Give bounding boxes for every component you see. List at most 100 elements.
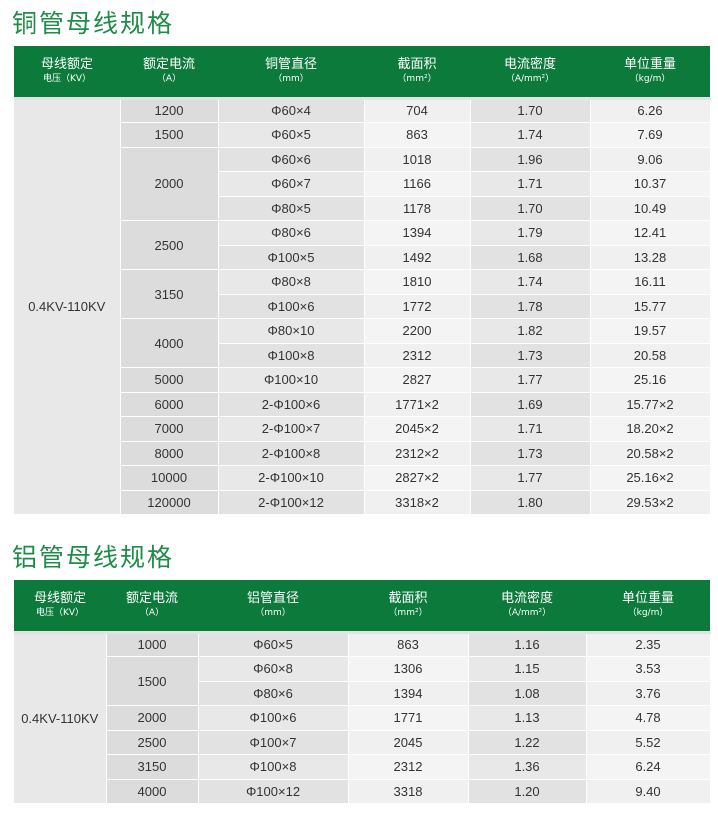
area-cell: 2045×2 [364, 416, 471, 442]
table-row: Φ80×6 1394 1.08 3.76 [14, 681, 711, 706]
area-cell: 704 [364, 98, 471, 123]
current-cell: 2000 [106, 705, 199, 731]
aluminum-spec-table: 母线额定 电压（KV） 额定电流 （A） 铝管直径 （mm） 截面积 （mm²） 电流密度 （A/… [14, 580, 711, 804]
density-cell: 1.74 [470, 269, 591, 295]
aluminum-table-body: 0.4KV-110KV 1000 Φ60×5 863 1.16 2.35 1500 Φ60×8… [14, 632, 711, 804]
table-row: 5000 Φ100×10 2827 1.77 25.16 [14, 367, 711, 393]
density-cell: 1.22 [468, 730, 587, 755]
current-cell: 4000 [106, 779, 199, 804]
current-cell: 2500 [106, 730, 199, 755]
header-label: 母线额定 [33, 591, 86, 607]
density-cell: 1.77 [470, 367, 591, 393]
area-cell: 2200 [364, 318, 471, 344]
aluminum-header-current: 额定电流 （A） [106, 580, 198, 632]
weight-cell: 19.57 [590, 318, 711, 344]
diameter-cell: Φ100×8 [218, 343, 365, 368]
area-cell: 1306 [348, 656, 469, 682]
area-cell: 2312 [348, 754, 469, 780]
table-row: 2000 Φ100×6 1771 1.13 4.78 [14, 705, 711, 731]
header-unit: （kg/m） [627, 608, 669, 619]
current-cell: 5000 [120, 367, 219, 393]
header-label: 铜管直径 [264, 57, 317, 73]
area-cell: 1771 [348, 705, 469, 731]
density-cell: 1.77 [470, 465, 591, 491]
header-label: 额定电流 [125, 591, 178, 607]
header-label: 截面积 [397, 57, 437, 73]
area-cell: 1166 [364, 171, 471, 197]
copper-header-area: 截面积 （mm²） [364, 46, 470, 98]
diameter-cell: 2-Φ100×12 [218, 490, 365, 515]
copper-header-voltage: 母线额定 电压（KV） [14, 46, 120, 98]
header-unit: （A/mm²） [502, 608, 552, 619]
density-cell: 1.73 [470, 441, 591, 466]
diameter-cell: Φ60×4 [218, 98, 365, 123]
aluminum-header-diameter: 铝管直径 （mm） [198, 580, 348, 632]
diameter-cell: Φ100×12 [198, 779, 349, 804]
diameter-cell: Φ80×5 [218, 196, 365, 221]
diameter-cell: Φ80×10 [218, 318, 365, 344]
table-row: 1500 Φ60×5 863 1.74 7.69 [14, 122, 711, 148]
current-cell: 1500 [120, 122, 219, 148]
aluminum-header-weight: 单位重量 （kg/m） [586, 580, 710, 632]
table-row: 1500 Φ60×8 1306 1.15 3.53 [14, 656, 711, 706]
current-cell: 6000 [120, 392, 219, 417]
current-cell: 1500 [106, 656, 199, 706]
weight-cell: 3.76 [586, 681, 711, 706]
area-cell: 1394 [364, 220, 471, 246]
header-label: 铝管直径 [246, 591, 299, 607]
area-cell: 1810 [364, 269, 471, 295]
table-row: Φ80×5 1178 1.70 10.49 [14, 196, 711, 221]
aluminum-header-area: 截面积 （mm²） [348, 580, 468, 632]
weight-cell: 15.77×2 [590, 392, 711, 417]
header-label: 截面积 [388, 591, 428, 607]
density-cell: 1.73 [470, 343, 591, 368]
density-cell: 1.15 [468, 656, 587, 682]
weight-cell: 3.53 [586, 656, 711, 682]
aluminum-header-density: 电流密度 （A/mm²） [468, 580, 586, 632]
density-cell: 1.79 [470, 220, 591, 246]
weight-cell: 29.53×2 [590, 490, 711, 515]
copper-voltage-cell: 0.4KV-110KV [14, 98, 121, 515]
diameter-cell: 2-Φ100×8 [218, 441, 365, 466]
density-cell: 1.70 [470, 98, 591, 123]
table-row: 120000 2-Φ100×12 3318×2 1.80 29.53×2 [14, 490, 711, 515]
weight-cell: 9.06 [590, 147, 711, 172]
table-row: 2000 Φ60×6 1018 1.96 9.06 [14, 147, 711, 221]
table-row: 0.4KV-110KV 1200 Φ60×4 704 1.70 6.26 [14, 98, 711, 515]
diameter-cell: Φ60×5 [218, 122, 365, 148]
area-cell: 863 [364, 122, 471, 148]
weight-cell: 25.16 [590, 367, 711, 393]
diameter-cell: Φ80×8 [218, 269, 365, 295]
weight-cell: 5.52 [586, 730, 711, 755]
aluminum-section-title: 铝管母线规格 [12, 543, 175, 572]
header-label: 母线额定 [40, 57, 93, 73]
header-unit: 电压（KV） [42, 74, 92, 85]
diameter-cell: Φ80×6 [218, 220, 365, 246]
header-label: 电流密度 [503, 57, 556, 73]
weight-cell: 12.41 [590, 220, 711, 246]
area-cell: 2827 [364, 367, 471, 393]
weight-cell: 10.49 [590, 196, 711, 221]
density-cell: 1.20 [468, 779, 587, 804]
diameter-cell: Φ100×10 [218, 367, 365, 393]
copper-header-diameter: 铜管直径 （mm） [218, 46, 364, 98]
diameter-cell: 2-Φ100×10 [218, 465, 365, 491]
header-unit: （mm） [255, 608, 291, 619]
header-label: 单位重量 [621, 591, 674, 607]
header-label: 额定电流 [142, 57, 195, 73]
area-cell: 2827×2 [364, 465, 471, 491]
weight-cell: 13.28 [590, 245, 711, 270]
diameter-cell: Φ100×6 [198, 705, 349, 731]
current-cell: 1000 [106, 632, 199, 657]
table-row: Φ100×6 1772 1.78 15.77 [14, 294, 711, 319]
current-cell: 7000 [120, 416, 219, 442]
table-row: 10000 2-Φ100×10 2827×2 1.77 25.16×2 [14, 465, 711, 491]
density-cell: 1.70 [470, 196, 591, 221]
area-cell: 2045 [348, 730, 469, 755]
weight-cell: 7.69 [590, 122, 711, 148]
aluminum-voltage-cell: 0.4KV-110KV [14, 632, 107, 804]
table-row: 4000 Φ100×12 3318 1.20 9.40 [14, 779, 711, 804]
aluminum-header-row: 母线额定 电压（KV） 额定电流 （A） 铝管直径 （mm） 截面积 （mm²） 电流密度 （A/… [14, 580, 710, 632]
density-cell: 1.96 [470, 147, 591, 172]
diameter-cell: Φ80×6 [198, 681, 349, 706]
